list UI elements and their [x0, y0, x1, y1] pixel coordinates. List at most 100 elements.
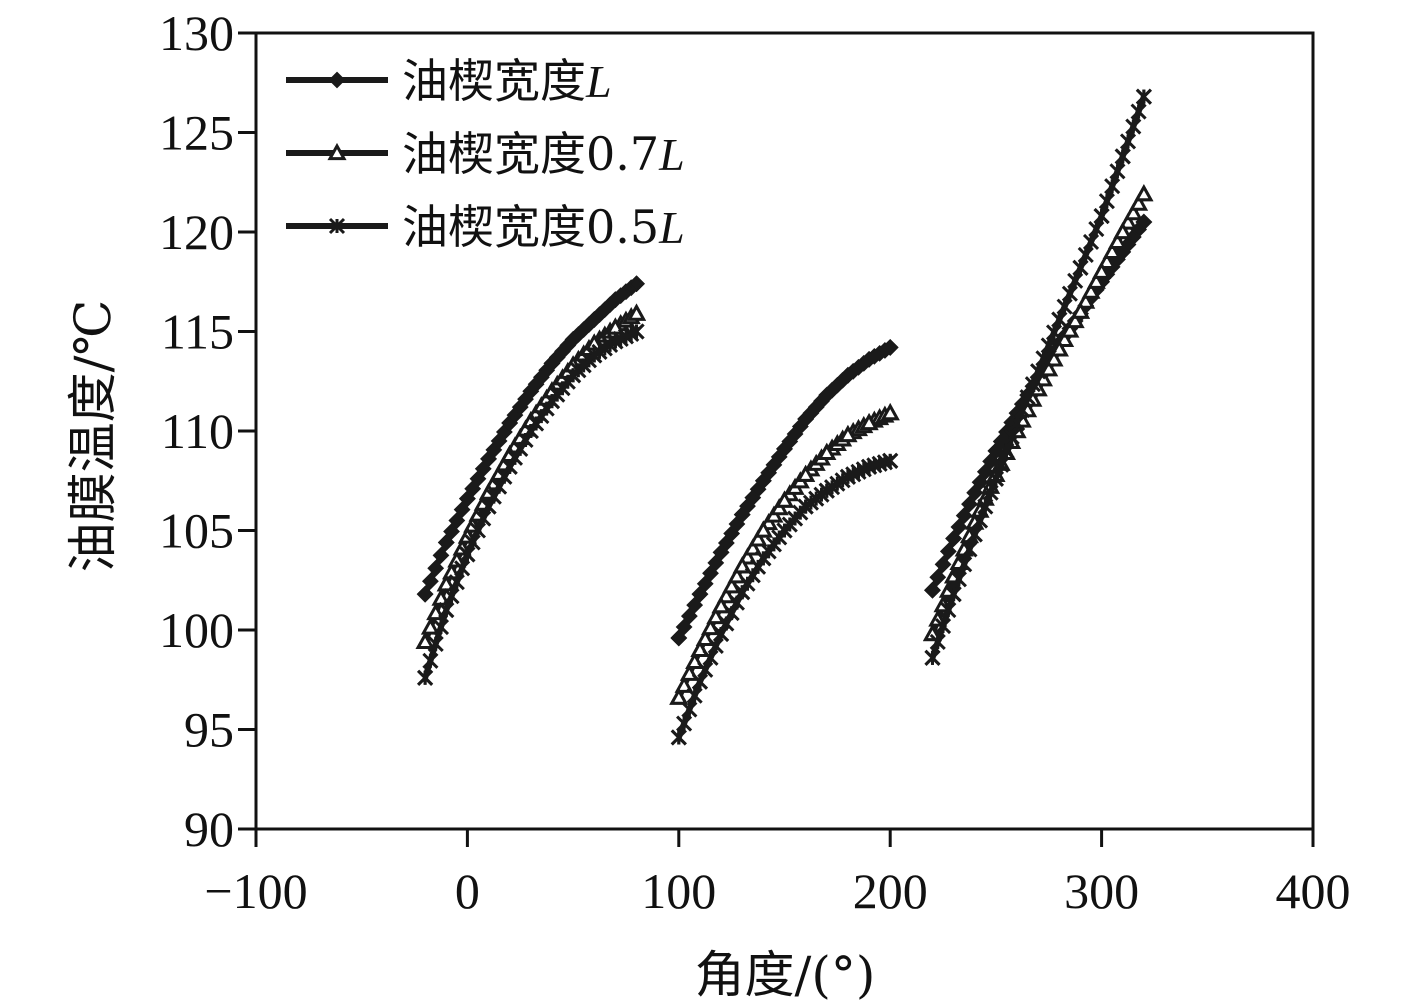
legend-label-text: 油楔宽度0.5: [402, 200, 659, 254]
series-marker-texture: [674, 675, 694, 693]
data-point: [776, 522, 793, 539]
data-point: [564, 331, 582, 348]
data-point: [607, 333, 624, 350]
data-point: [882, 452, 899, 469]
series-marker-texture: [1065, 310, 1085, 329]
data-point: [839, 366, 857, 384]
data-point: [628, 323, 645, 340]
legend-entry-label: 油楔宽度L: [402, 54, 612, 108]
x-tick-label: 0: [455, 863, 480, 919]
legend-marker: [328, 217, 346, 235]
data-point: [669, 687, 689, 705]
data-point: [1093, 208, 1110, 225]
series-marker-texture: [956, 556, 973, 573]
data-point: [459, 546, 476, 563]
series-marker-texture: [1130, 103, 1147, 120]
series-marker-texture: [448, 574, 465, 591]
data-point: [860, 350, 878, 368]
series-marker-texture: [748, 529, 768, 547]
data-point: [1135, 88, 1152, 105]
series-marker-texture: [706, 606, 726, 625]
series-marker-texture: [976, 463, 994, 481]
series-marker-texture: [993, 456, 1010, 473]
series-marker-texture: [1129, 193, 1149, 211]
data-point: [565, 367, 582, 384]
series-3: [417, 88, 1152, 746]
series-marker-texture: [427, 635, 444, 652]
x-tick-label: −100: [204, 863, 307, 919]
data-point: [1092, 261, 1112, 279]
data-point: [1008, 414, 1026, 432]
data-point: [606, 291, 624, 309]
data-point: [501, 414, 519, 432]
series-marker-texture: [702, 564, 719, 582]
data-point: [838, 424, 858, 443]
y-tick-label: 95: [184, 702, 234, 758]
series-layer: [415, 88, 1154, 746]
legend-entry-label: 油楔宽度0.7L: [402, 127, 685, 181]
series-marker-texture: [929, 633, 946, 651]
series-marker-texture: [1109, 163, 1126, 180]
data-point: [924, 581, 941, 599]
series-marker-texture: [443, 523, 460, 540]
series-marker-texture: [443, 588, 460, 605]
legend-label-italic: L: [585, 56, 612, 107]
series-marker-texture: [1088, 220, 1105, 238]
series-marker-texture: [432, 546, 450, 564]
data-point: [1030, 363, 1047, 380]
y-axis-title: 油膜温度/℃: [64, 300, 122, 573]
series-marker-texture: [421, 572, 439, 590]
y-tick-label: 120: [159, 204, 234, 260]
series-marker-texture: [961, 495, 978, 513]
data-point: [1113, 221, 1133, 240]
y-tick-label: 90: [184, 801, 234, 857]
series-marker-texture: [1014, 402, 1031, 419]
data-point: [626, 303, 647, 321]
data-point: [818, 482, 835, 499]
series-marker-texture: [1039, 359, 1059, 377]
data-point: [415, 631, 435, 650]
data-point: [880, 403, 900, 421]
data-point: [818, 386, 836, 404]
series-marker-texture: [1067, 272, 1084, 289]
series-marker-texture: [1081, 281, 1101, 299]
series-marker-texture: [1098, 193, 1115, 210]
series-marker-texture: [686, 596, 704, 614]
series-marker-texture: [961, 541, 978, 558]
data-point: [586, 347, 603, 364]
data-point: [543, 393, 561, 410]
data-point: [753, 520, 773, 538]
series-marker-texture: [1086, 271, 1106, 289]
series-marker-texture: [676, 715, 693, 732]
data-point: [797, 498, 814, 515]
data-point: [924, 649, 941, 666]
series-marker-texture: [420, 617, 440, 635]
y-tick-label: 105: [159, 503, 234, 559]
series-marker-texture: [1123, 203, 1143, 221]
series-marker-texture: [707, 554, 725, 572]
data-point: [711, 596, 731, 614]
data-point: [859, 412, 879, 431]
series-marker-texture: [955, 507, 973, 524]
series-marker-texture: [1102, 241, 1122, 259]
data-point: [796, 464, 816, 482]
series-marker-texture: [422, 652, 439, 669]
series-marker-texture: [1019, 389, 1036, 406]
legend-marker: [328, 71, 346, 89]
series-marker-texture: [934, 617, 952, 635]
series-marker-texture: [696, 575, 714, 593]
series-marker-texture: [1024, 376, 1041, 393]
y-tick-label: 115: [161, 304, 234, 360]
series-marker-texture: [950, 518, 968, 536]
series-marker-texture: [1082, 233, 1100, 251]
data-point: [501, 458, 518, 475]
series-marker-texture: [950, 571, 967, 588]
x-tick-label: 100: [641, 863, 716, 919]
data-point: [1072, 259, 1089, 276]
series-marker-texture: [998, 442, 1015, 459]
data-point: [1070, 301, 1091, 319]
series-marker-texture: [680, 607, 698, 625]
data-point: [438, 602, 455, 619]
data-point: [437, 534, 455, 551]
series-marker-texture: [940, 602, 957, 619]
